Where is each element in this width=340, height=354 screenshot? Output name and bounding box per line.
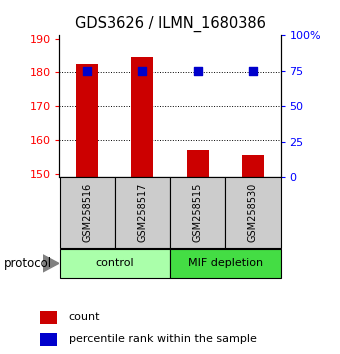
Point — [140, 68, 145, 74]
Text: GDS3626 / ILMN_1680386: GDS3626 / ILMN_1680386 — [74, 16, 266, 32]
Bar — [131, 57, 153, 177]
Bar — [76, 64, 98, 177]
Text: GSM258515: GSM258515 — [193, 183, 203, 242]
Text: GSM258516: GSM258516 — [82, 183, 92, 242]
Polygon shape — [42, 255, 59, 272]
Point — [195, 68, 200, 74]
Text: percentile rank within the sample: percentile rank within the sample — [69, 335, 257, 344]
Point — [250, 68, 256, 74]
Bar — [225, 177, 280, 248]
Bar — [170, 177, 225, 248]
Bar — [40, 333, 57, 346]
Bar — [187, 150, 209, 177]
Text: GSM258530: GSM258530 — [248, 183, 258, 242]
Point — [84, 68, 90, 74]
Text: control: control — [96, 258, 134, 268]
Bar — [115, 177, 170, 248]
Bar — [242, 155, 264, 177]
Text: protocol: protocol — [3, 257, 52, 270]
Text: MIF depletion: MIF depletion — [188, 258, 263, 268]
Text: count: count — [69, 312, 100, 322]
Bar — [59, 177, 115, 248]
Text: GSM258517: GSM258517 — [137, 183, 147, 242]
Bar — [40, 311, 57, 324]
Bar — [170, 249, 280, 278]
Bar — [59, 249, 170, 278]
